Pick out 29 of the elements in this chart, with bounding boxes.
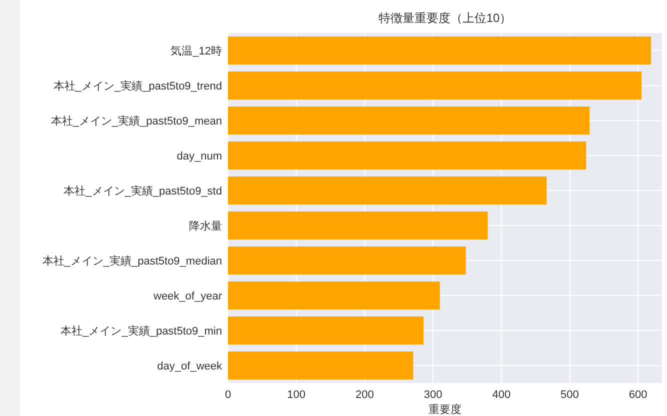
- bar: [228, 176, 546, 204]
- x-tick-label: 600: [628, 389, 648, 401]
- y-tick-label: 降水量: [189, 220, 222, 232]
- bar: [228, 246, 466, 274]
- x-tick-label: 500: [560, 389, 579, 401]
- bar: [228, 352, 414, 380]
- x-tick-label: 0: [224, 389, 232, 401]
- chart-title: 特徴量重要度（上位10）: [378, 11, 512, 25]
- y-tick-label: 本社_メイン_実績_past5to9_median: [42, 254, 222, 268]
- bar: [228, 36, 652, 64]
- y-tick-label: 本社_メイン_実績_past5to9_trend: [53, 80, 222, 92]
- x-tick-label: 400: [492, 389, 511, 401]
- y-tick-label: week_of_year: [152, 290, 222, 302]
- x-tick-label: 200: [356, 389, 374, 401]
- y-tick-label: 本社_メイン_実績_past5to9_std: [64, 184, 222, 198]
- x-tick-label: 100: [287, 389, 306, 401]
- bar: [228, 212, 488, 240]
- y-tick-label: 気温_12時: [170, 44, 222, 58]
- bar: [228, 282, 440, 310]
- y-tick-label: day_num: [176, 150, 222, 162]
- bar: [228, 316, 424, 344]
- bar: [228, 106, 590, 134]
- x-axis-title: 重要度: [428, 403, 462, 416]
- y-tick-label: 本社_メイン_実績_past5to9_min: [60, 324, 222, 338]
- y-tick-label: 本社_メイン_実績_past5to9_mean: [50, 114, 222, 128]
- x-tick-label: 300: [424, 389, 442, 401]
- bar: [228, 72, 642, 100]
- y-tick-label: day_of_week: [157, 360, 222, 372]
- bar: [228, 142, 586, 170]
